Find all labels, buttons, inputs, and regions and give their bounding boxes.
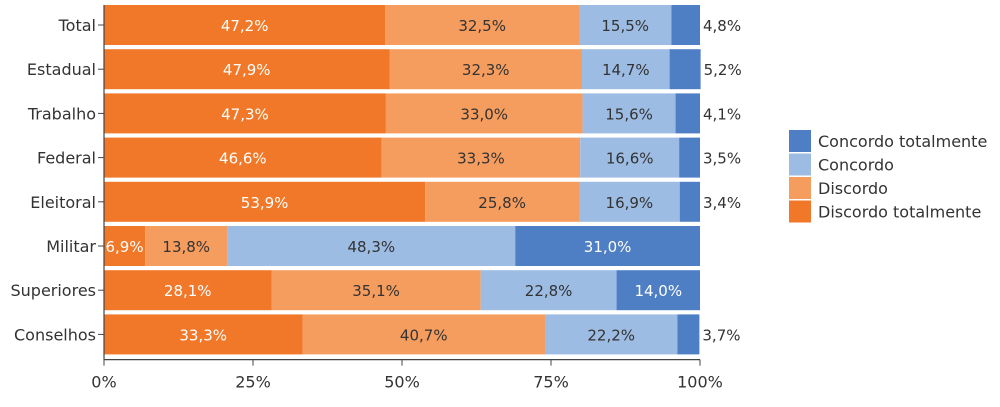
bar-segment (145, 226, 228, 266)
data-label: 14,0% (634, 282, 682, 300)
data-label: 53,9% (241, 194, 289, 212)
x-tick-label: 0% (91, 373, 116, 392)
data-label: 15,6% (605, 105, 653, 123)
bar-segment (425, 181, 580, 222)
data-label: 40,7% (400, 326, 448, 344)
data-label: 3,7% (702, 326, 740, 344)
bar-segment (677, 314, 700, 355)
data-label: 33,3% (457, 150, 505, 168)
data-label: 15,5% (601, 17, 649, 35)
data-label: 48,3% (347, 238, 395, 256)
bar-segment (582, 93, 676, 134)
bar-segment (104, 93, 386, 134)
bar-segment (669, 49, 701, 90)
bar-segment (616, 270, 700, 311)
x-tick-label: 100% (677, 373, 723, 392)
bar-segment (671, 5, 700, 45)
bar-segment (579, 5, 672, 45)
bar-segment (104, 270, 272, 311)
data-label: 13,8% (162, 238, 210, 256)
data-label: 35,1% (352, 282, 400, 300)
bar-segment (385, 5, 580, 45)
data-label: 16,9% (606, 194, 654, 212)
data-label: 3,4% (703, 194, 741, 212)
data-label: 6,9% (106, 238, 144, 256)
data-label: 4,8% (703, 17, 741, 35)
bar-segment (381, 137, 581, 178)
legend-label: Discordo totalmente (818, 203, 981, 222)
bar-segment (104, 181, 426, 222)
bar-segment (227, 226, 516, 266)
y-tick-label: Superiores (10, 281, 96, 300)
bar-segment (675, 93, 700, 134)
legend-swatch (789, 153, 811, 176)
y-tick-label: Estadual (27, 60, 96, 79)
data-label: 3,5% (703, 150, 741, 168)
y-tick-label: Conselhos (14, 325, 96, 344)
legend-label: Concordo totalmente (818, 132, 987, 151)
bar-segment (580, 137, 680, 178)
legend-swatch (789, 177, 811, 199)
bar-segment (104, 314, 303, 355)
data-label: 14,7% (602, 61, 650, 79)
data-label: 5,2% (704, 61, 742, 79)
legend-swatch (789, 130, 811, 152)
bar-segment (679, 137, 700, 178)
data-label: 32,5% (458, 17, 506, 35)
bar-segment (480, 270, 617, 311)
data-label: 16,6% (606, 150, 654, 168)
bar-segment (302, 314, 546, 355)
legend-label: Discordo (818, 179, 888, 198)
bar-segment (271, 270, 481, 311)
bar-segment (104, 226, 146, 266)
bar-segment (515, 226, 700, 266)
data-label: 47,9% (223, 61, 271, 79)
data-label: 22,8% (525, 282, 573, 300)
bar-segment (389, 49, 582, 90)
x-tick-label: 50% (384, 373, 420, 392)
bar-segment (104, 5, 386, 45)
x-tick-label: 25% (235, 373, 271, 392)
bar-segment (385, 93, 583, 134)
y-tick-label: Total (58, 16, 96, 35)
data-label: 47,3% (221, 105, 269, 123)
bar-segment (104, 49, 390, 90)
data-label: 46,6% (219, 150, 267, 168)
y-tick-label: Eleitoral (30, 193, 96, 212)
bar-segment (104, 137, 382, 178)
data-label: 4,1% (703, 105, 741, 123)
legend-label: Concordo (818, 156, 894, 175)
y-tick-label: Militar (46, 237, 96, 256)
data-label: 47,2% (221, 17, 269, 35)
bar-segment (579, 181, 680, 222)
data-label: 22,2% (587, 326, 635, 344)
y-tick-label: Trabalho (27, 104, 96, 123)
data-label: 33,0% (460, 105, 508, 123)
data-label: 31,0% (584, 238, 632, 256)
data-label: 25,8% (478, 194, 526, 212)
data-label: 32,3% (462, 61, 510, 79)
data-label: 33,3% (179, 326, 227, 344)
bar-segment (679, 181, 700, 222)
y-tick-label: Federal (37, 149, 96, 168)
bar-segment (581, 49, 670, 90)
bar-segment (545, 314, 678, 355)
data-label: 28,1% (164, 282, 212, 300)
legend-swatch (789, 200, 811, 223)
x-tick-label: 75% (533, 373, 569, 392)
